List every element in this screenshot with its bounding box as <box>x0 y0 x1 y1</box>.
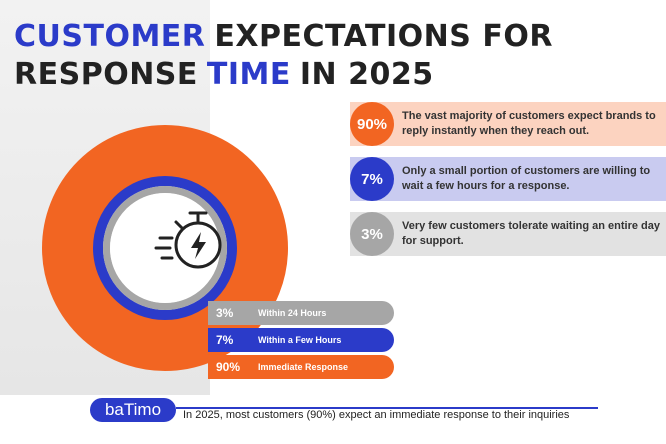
callout-text: Only a small portion of customers are wi… <box>402 165 651 192</box>
title-part: IN 2025 <box>299 57 434 92</box>
title-part: CUSTOMER <box>14 19 206 54</box>
title-part: EXPECTATIONS FOR <box>214 19 553 54</box>
callout-text: The vast majority of customers expect br… <box>402 110 656 137</box>
legend-label: Within 24 Hours <box>258 308 327 318</box>
callout: 3% Very few customers tolerate waiting an… <box>350 212 666 256</box>
title: CUSTOMER EXPECTATIONS FOR RESPONSE TIME IN 2… <box>14 18 562 94</box>
callout: 90% The vast majority of customers expect… <box>350 102 666 146</box>
callout-value: 7% <box>350 157 394 201</box>
ring <box>42 125 288 371</box>
ring <box>93 176 237 320</box>
legend-value: 7% <box>216 333 234 347</box>
callout-value: 90% <box>350 102 394 146</box>
callout-text: Very few customers tolerate waiting an e… <box>402 220 660 247</box>
divider <box>176 407 598 409</box>
logo: baTimo <box>90 398 176 422</box>
legend-item: 90% Immediate Response <box>208 355 394 379</box>
callout: 7% Only a small portion of customers are … <box>350 157 666 201</box>
footer-note: In 2025, most customers (90%) expect an … <box>183 409 570 421</box>
legend-item: 3% Within 24 Hours <box>208 301 394 325</box>
center <box>110 193 220 303</box>
legend-label: Immediate Response <box>258 362 349 372</box>
callout-value: 3% <box>350 212 394 256</box>
legend-value: 90% <box>216 360 241 374</box>
legend-label: Within a Few Hours <box>258 335 342 345</box>
ring <box>103 186 227 310</box>
title-part: RESPONSE <box>14 57 198 92</box>
title-part: TIME <box>206 57 291 92</box>
legend-value: 3% <box>216 306 234 320</box>
legend-item: 7% Within a Few Hours <box>208 328 394 352</box>
